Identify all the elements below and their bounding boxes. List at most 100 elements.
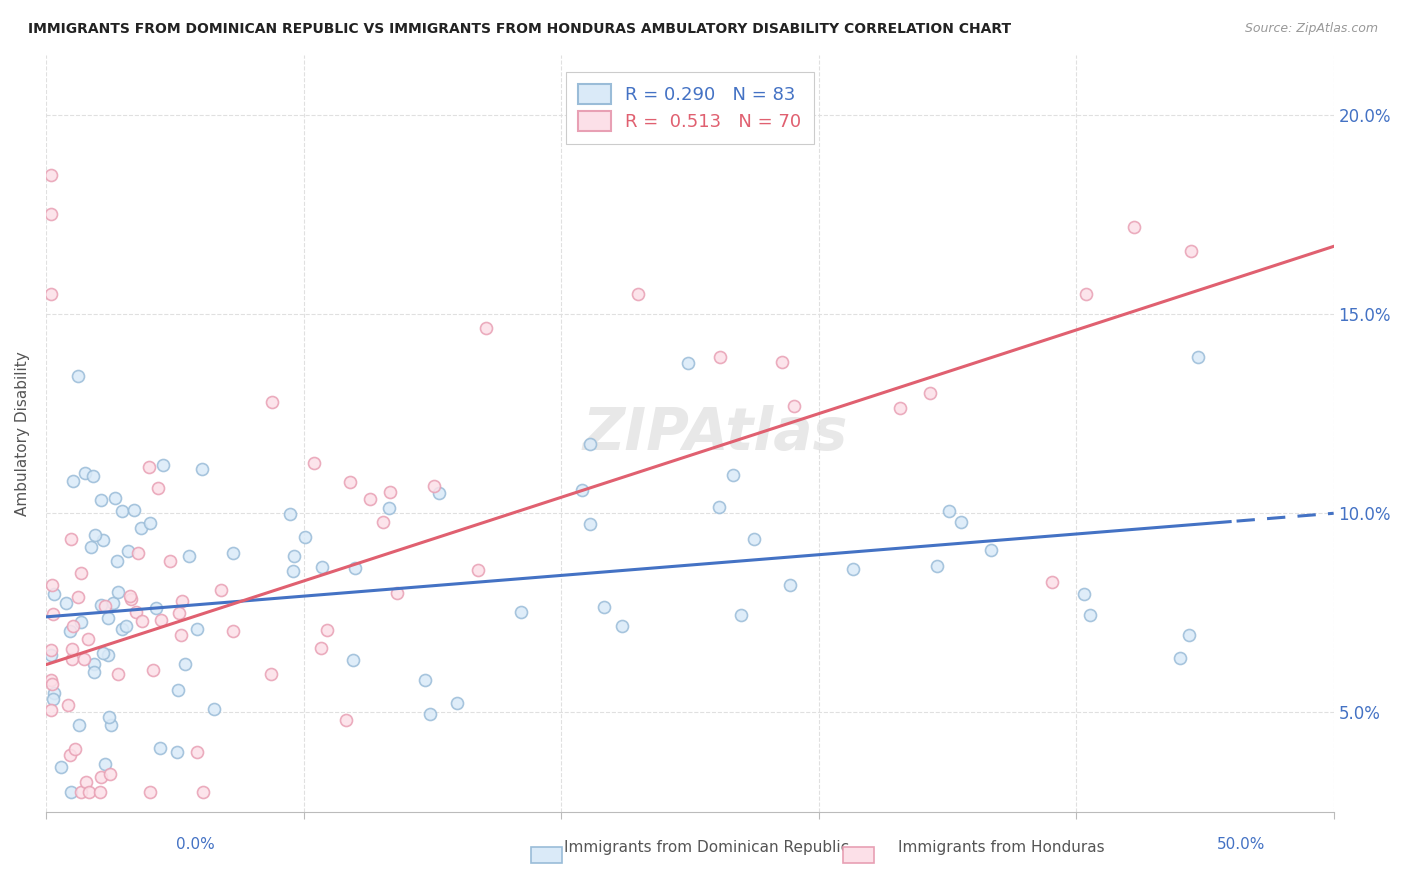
Point — [427, 486, 450, 500]
Point — [90, 598, 112, 612]
Point — [174, 657, 197, 672]
Point — [148, 481, 170, 495]
Point — [107, 667, 129, 681]
Point — [950, 516, 973, 530]
Point — [58, 624, 80, 639]
Point — [49, 760, 72, 774]
Point — [186, 745, 208, 759]
Point — [80, 540, 103, 554]
Point — [202, 702, 225, 716]
Point — [1040, 574, 1063, 589]
Point — [294, 530, 316, 544]
Point — [111, 623, 134, 637]
Point — [63, 742, 86, 756]
Point — [42, 587, 65, 601]
Point — [475, 321, 498, 335]
Point — [55, 597, 77, 611]
Point — [83, 657, 105, 672]
Point — [129, 521, 152, 535]
Point — [676, 355, 699, 369]
Point — [593, 599, 616, 614]
Point — [98, 710, 121, 724]
Point — [159, 554, 181, 568]
Point — [41, 578, 63, 592]
Point — [579, 437, 602, 451]
Point — [145, 600, 167, 615]
Point — [114, 619, 136, 633]
Point — [91, 533, 114, 548]
Point — [42, 692, 65, 706]
Point — [446, 696, 468, 710]
Point — [89, 785, 111, 799]
Point — [124, 605, 146, 619]
Point — [59, 785, 82, 799]
Point — [44, 686, 66, 700]
Point — [1078, 607, 1101, 622]
Point — [209, 582, 232, 597]
Point — [67, 369, 90, 384]
Point — [104, 491, 127, 506]
Point — [221, 624, 243, 638]
Text: Immigrants from Honduras: Immigrants from Honduras — [898, 839, 1105, 855]
Point — [1187, 350, 1209, 364]
Point — [39, 703, 62, 717]
Point — [77, 632, 100, 646]
Point — [122, 503, 145, 517]
Point — [1178, 628, 1201, 642]
Point — [610, 619, 633, 633]
Point — [39, 207, 62, 221]
Y-axis label: Ambulatory Disability: Ambulatory Disability — [15, 351, 30, 516]
Point — [98, 767, 121, 781]
Point — [335, 713, 357, 727]
Point — [925, 558, 948, 573]
Point — [150, 613, 173, 627]
Point — [39, 168, 62, 182]
Point — [138, 460, 160, 475]
Point — [39, 673, 62, 688]
Point — [73, 466, 96, 480]
Point — [339, 475, 361, 490]
Point — [60, 652, 83, 666]
Point — [91, 646, 114, 660]
Point — [1180, 244, 1202, 258]
Point — [342, 653, 364, 667]
Point — [62, 474, 84, 488]
Point — [359, 492, 381, 507]
Point — [920, 386, 942, 401]
Point — [62, 618, 84, 632]
Point — [385, 586, 408, 600]
Point — [373, 515, 395, 529]
Point — [105, 554, 128, 568]
Point — [1168, 651, 1191, 665]
Point — [67, 718, 90, 732]
Point — [127, 546, 149, 560]
Point — [311, 560, 333, 574]
Point — [75, 775, 97, 789]
Point — [167, 683, 190, 698]
Point — [131, 615, 153, 629]
Point — [938, 504, 960, 518]
Point — [70, 615, 93, 629]
Point — [1074, 287, 1097, 301]
Point — [73, 652, 96, 666]
Point — [97, 648, 120, 662]
Point — [94, 756, 117, 771]
Point — [980, 542, 1002, 557]
Point — [166, 745, 188, 759]
Point — [56, 698, 79, 712]
Point — [120, 591, 142, 606]
Point — [627, 287, 650, 301]
Text: 50.0%: 50.0% — [1218, 837, 1265, 852]
Point — [152, 458, 174, 472]
Point — [709, 351, 731, 365]
Point — [721, 467, 744, 482]
Point — [100, 718, 122, 732]
Point — [1073, 586, 1095, 600]
Point — [84, 528, 107, 542]
Point — [343, 561, 366, 575]
Point — [191, 785, 214, 799]
Point — [66, 591, 89, 605]
Point — [94, 599, 117, 614]
Point — [378, 501, 401, 516]
Point — [59, 748, 82, 763]
